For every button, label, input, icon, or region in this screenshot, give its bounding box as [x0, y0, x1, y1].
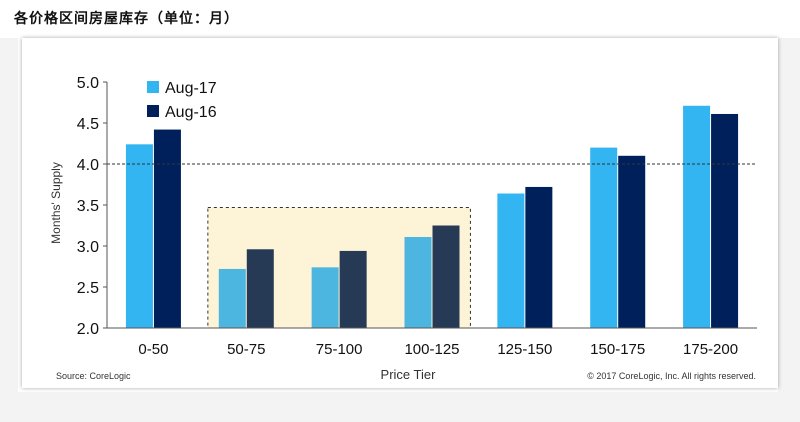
legend-label-aug-16: Aug-16 [165, 104, 217, 121]
bar-aug-16-0-50 [153, 129, 181, 328]
y-tick-label: 4.0 [77, 157, 99, 174]
x-axis-label: Price Tier [381, 367, 437, 382]
y-axis-label: Months' Supply [49, 162, 63, 244]
x-tick-label: 150-175 [590, 341, 645, 358]
chart-frame: 0-50 50-75 75-100 100-125 125-150 150-175 175-… [22, 38, 778, 388]
bar-aug-17-50-75 [218, 268, 246, 328]
bar-aug-17-125-150 [497, 193, 525, 328]
legend-swatch-aug-16 [147, 105, 159, 117]
bar-aug-17-0-50 [125, 144, 153, 328]
x-tick-label: 100-125 [404, 341, 459, 358]
source-note: Source: CoreLogic [56, 371, 131, 381]
bar-aug-17-175-200 [683, 105, 711, 328]
page-title: 各价格区间房屋库存（单位：月） [14, 11, 239, 27]
y-tick-label: 3.5 [77, 198, 99, 215]
bar-aug-17-75-100 [311, 267, 339, 328]
legend: Aug-17 Aug-16 [147, 80, 217, 121]
legend-label-aug-17: Aug-17 [165, 80, 217, 97]
bar-aug-16-125-150 [525, 186, 553, 328]
y-tick-label: 2.0 [77, 321, 99, 338]
x-tick-label: 75-100 [316, 341, 363, 358]
bar-aug-16-75-100 [339, 250, 367, 328]
x-tick-label: 175-200 [683, 341, 738, 358]
y-tick-label: 4.5 [77, 116, 99, 133]
bar-chart: 0-50 50-75 75-100 100-125 125-150 150-175 175-… [49, 75, 757, 382]
axis-layer: 0-50 50-75 75-100 100-125 125-150 150-175 175-… [77, 75, 757, 358]
legend-swatch-aug-17 [147, 81, 159, 93]
x-tick-label: 0-50 [138, 341, 168, 358]
copyright-note: © 2017 CoreLogic, Inc. All rights reserv… [587, 371, 756, 381]
bars-layer [125, 105, 739, 328]
background-strip-left [0, 38, 18, 392]
background-strip-bottom [0, 392, 800, 422]
y-tick-label: 3.0 [77, 239, 99, 256]
x-tick-label: 50-75 [227, 341, 265, 358]
bar-aug-17-100-125 [404, 236, 432, 328]
x-tick-label: 125-150 [497, 341, 552, 358]
bar-aug-16-50-75 [246, 249, 274, 328]
bar-aug-17-150-175 [590, 147, 618, 328]
bar-aug-16-175-200 [711, 113, 739, 328]
y-tick-label: 2.5 [77, 280, 99, 297]
background-strip-right [778, 38, 800, 422]
bar-aug-16-100-125 [432, 225, 460, 328]
bar-aug-16-150-175 [618, 155, 646, 328]
y-tick-label: 5.0 [77, 75, 99, 92]
